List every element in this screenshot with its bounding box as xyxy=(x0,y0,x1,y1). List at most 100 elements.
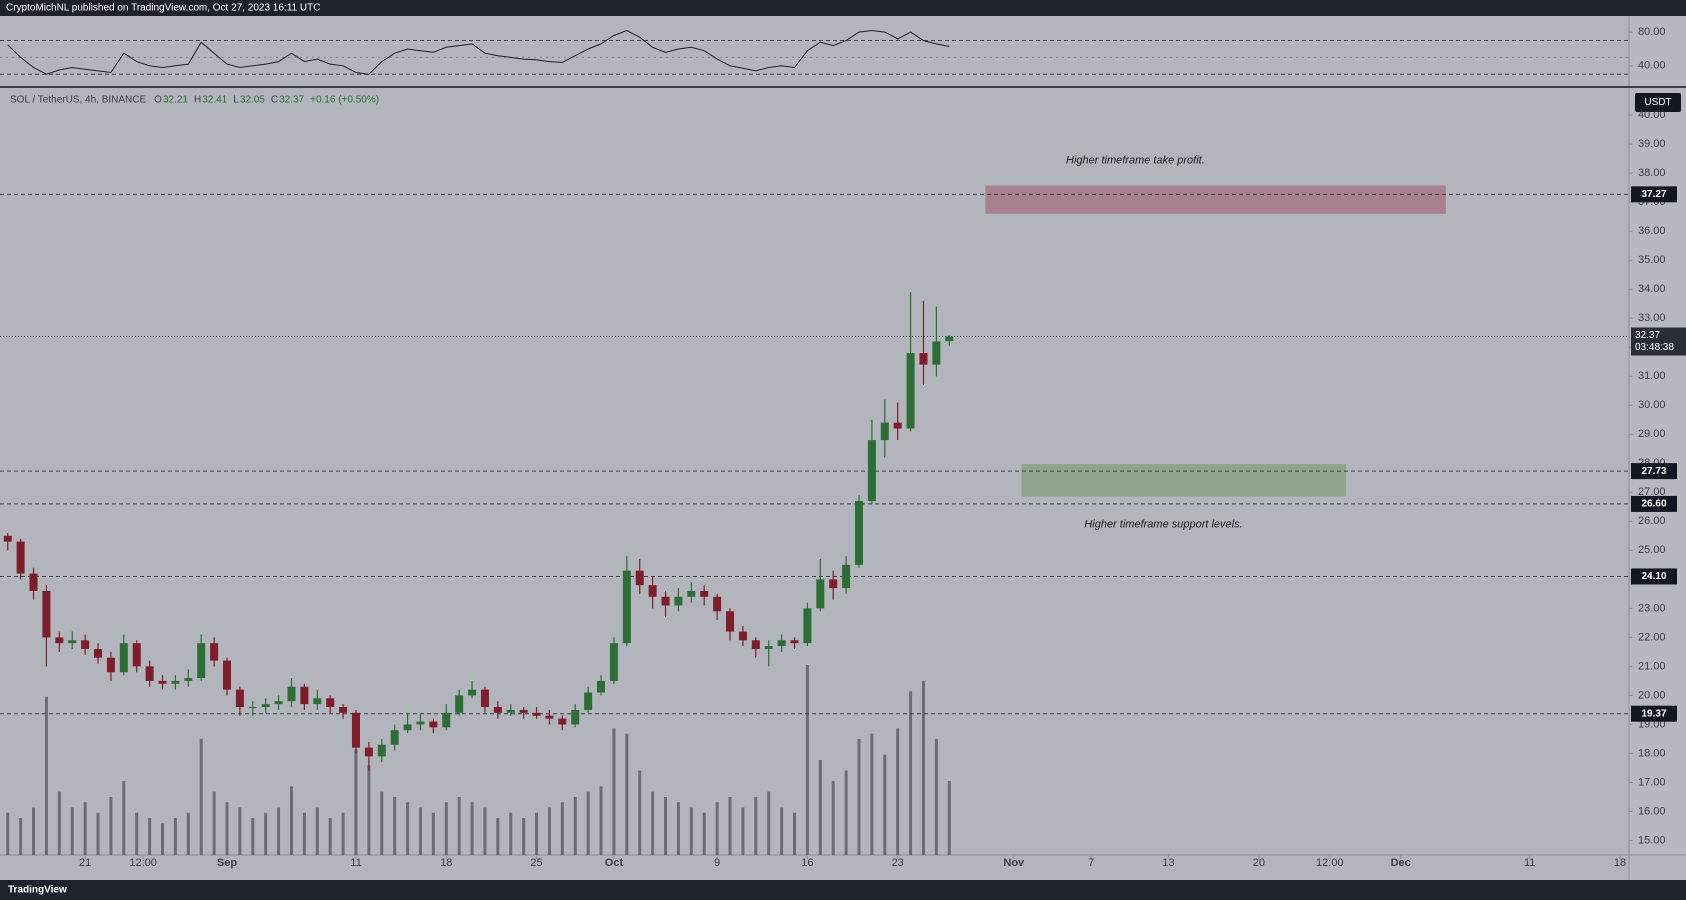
ohlc-key: O xyxy=(154,95,162,106)
candle-body xyxy=(351,712,360,748)
y-tick-label: 34.00 xyxy=(1638,283,1666,295)
volume-bar xyxy=(612,728,616,855)
last-price-badge xyxy=(1631,327,1686,356)
candle-body xyxy=(455,695,464,713)
candle-body xyxy=(906,353,915,429)
volume-bar xyxy=(496,818,500,855)
candle-body xyxy=(829,579,838,589)
level-badge xyxy=(1631,186,1677,203)
x-tick-label: 20 xyxy=(1253,857,1265,869)
volume-bar xyxy=(767,791,771,855)
countdown: 03:48:38 xyxy=(1635,342,1674,353)
candle-body xyxy=(235,689,244,708)
candle-body xyxy=(364,747,373,757)
candle-body xyxy=(687,590,696,597)
y-tick-label: 17.00 xyxy=(1638,776,1666,788)
candle-body xyxy=(738,631,747,641)
ohlc-value: 32.41 xyxy=(202,95,227,106)
volume-bar xyxy=(57,791,61,855)
bottom-bar xyxy=(0,880,1686,900)
volume-bar xyxy=(780,807,784,855)
volume-bar xyxy=(238,807,242,855)
candle-body xyxy=(480,689,489,708)
level-badge xyxy=(1631,495,1677,512)
x-tick-label: Sep xyxy=(217,857,237,869)
x-tick-label: Nov xyxy=(1003,857,1025,869)
candle-body xyxy=(880,422,889,441)
y-tick-label: 23.00 xyxy=(1638,602,1666,614)
candle-body xyxy=(661,596,670,606)
zone xyxy=(985,185,1446,214)
y-tick-label: 26.00 xyxy=(1638,515,1666,527)
symbol: SOL / TetherUS, 4h, BINANCE xyxy=(10,95,146,106)
volume-bar xyxy=(509,812,513,855)
candle-body xyxy=(790,640,799,644)
candle-body xyxy=(390,730,399,745)
y-tick-label: 22.00 xyxy=(1638,631,1666,643)
volume-bar xyxy=(6,812,10,855)
volume-bar xyxy=(251,818,255,855)
x-tick-label: 21 xyxy=(79,857,91,869)
volume-bar xyxy=(870,733,874,855)
y-tick-label: 18.00 xyxy=(1638,747,1666,759)
y-tick-label: 20.00 xyxy=(1638,689,1666,701)
volume-bar xyxy=(264,812,268,855)
volume-bar xyxy=(44,696,48,855)
candle-body xyxy=(55,637,64,644)
volume-bar xyxy=(741,807,745,855)
candle-body xyxy=(648,585,657,597)
x-tick-label: 18 xyxy=(1614,857,1626,869)
y-tick-label: 35.00 xyxy=(1638,254,1666,266)
volume-bar xyxy=(831,781,835,855)
volume-bar xyxy=(315,807,319,855)
level-label: 27.73 xyxy=(1641,466,1666,477)
rsi-tick-label: 80.00 xyxy=(1638,26,1666,38)
candle-body xyxy=(158,680,167,684)
volume-bar xyxy=(625,733,629,855)
volume-bar xyxy=(122,781,126,855)
volume-bar xyxy=(70,807,74,855)
candle-body xyxy=(751,640,760,649)
level-label: 26.60 xyxy=(1641,499,1666,510)
volume-bar xyxy=(161,823,165,855)
candle-body xyxy=(29,573,38,591)
volume-bar xyxy=(148,818,152,855)
candle-body xyxy=(274,701,283,705)
volume-bar xyxy=(934,738,938,855)
x-tick-label: 7 xyxy=(1088,857,1094,869)
price-axis xyxy=(1629,16,1686,880)
candle-body xyxy=(919,353,928,365)
candle-body xyxy=(635,570,644,586)
level-label: 19.37 xyxy=(1641,708,1666,719)
y-tick-label: 36.00 xyxy=(1638,225,1666,237)
volume-bar xyxy=(418,807,422,855)
volume-bar xyxy=(883,754,887,855)
candle-body xyxy=(842,564,851,589)
volume-bar xyxy=(909,691,913,855)
last-price-label: 32.37 xyxy=(1635,330,1660,341)
level-badge xyxy=(1631,463,1677,480)
volume-bar xyxy=(896,728,900,855)
candle-body xyxy=(377,744,386,757)
candle-body xyxy=(223,660,232,690)
candle-body xyxy=(16,541,25,574)
y-tick-label: 15.00 xyxy=(1638,834,1666,846)
candle-body xyxy=(584,692,593,710)
candle-body xyxy=(558,718,567,725)
x-tick-label: 25 xyxy=(530,857,542,869)
top-bar xyxy=(0,0,1686,16)
x-tick-label: Oct xyxy=(605,857,624,869)
volume-bar xyxy=(651,791,655,855)
zone-note: Higher timeframe support levels. xyxy=(1084,519,1242,531)
ohlc-key: H xyxy=(194,95,201,106)
volume-bar xyxy=(638,770,642,855)
ohlc-value: 32.05 xyxy=(240,95,265,106)
volume-bar xyxy=(689,807,693,855)
candle-body xyxy=(609,643,618,681)
volume-bar xyxy=(857,738,861,855)
candle-body xyxy=(532,712,541,716)
volume-bar xyxy=(818,760,822,855)
zone xyxy=(1021,464,1346,497)
volume-bar xyxy=(586,791,590,855)
